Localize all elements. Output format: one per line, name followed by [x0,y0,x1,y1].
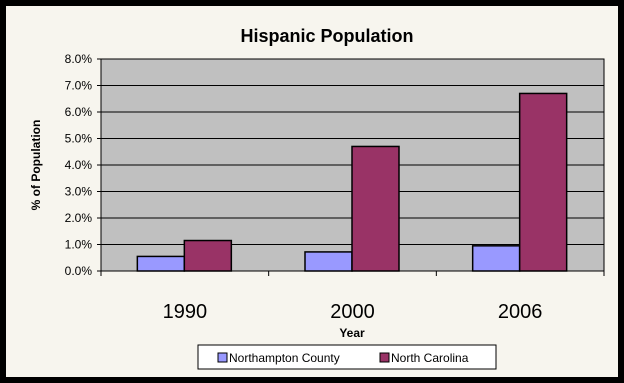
x-category-label: 2000 [330,301,375,323]
chart-title: Hispanic Population [240,26,413,46]
y-tick-label: 4.0% [65,158,93,172]
bar-0-0 [136,255,186,272]
bar-0-1 [304,251,353,272]
legend: Northampton County North Carolina [197,344,497,370]
legend-label-north-carolina: North Carolina [391,351,469,365]
bar-1-0 [183,239,233,272]
legend-box [197,344,497,370]
y-axis-ticks: 0.0% 1.0% 2.0% 3.0% 4.0% 5.0% 6.0% 7.0% 8.0% [65,52,101,278]
bar-0-2 [471,245,521,272]
y-tick-label: 3.0% [65,185,93,199]
y-tick-label: 1.0% [65,238,93,252]
y-tick-label: 0.0% [65,264,93,278]
y-tick-label: 6.0% [65,105,93,119]
x-category-label: 2006 [498,301,543,323]
y-tick-label: 7.0% [65,79,93,93]
y-tick-label: 2.0% [65,211,93,225]
x-axis-title: Year [339,326,365,340]
bar-1-1 [351,145,400,272]
y-tick-label: 5.0% [65,132,93,146]
y-axis-title: % of Population [29,120,43,211]
legend-swatch-north-carolina [379,352,390,363]
bar-1-2 [518,92,568,272]
y-tick-label: 8.0% [65,52,93,66]
x-axis: 1990 2000 2006 [100,270,605,323]
x-category-label: 1990 [163,301,208,323]
legend-label-northampton: Northampton County [229,351,340,365]
legend-swatch-northampton [217,352,228,363]
bars [136,92,568,272]
